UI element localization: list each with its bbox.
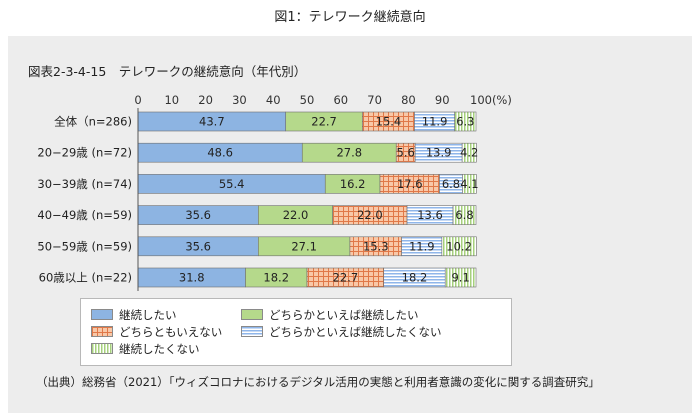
legend-swatch-solid-green bbox=[241, 309, 263, 320]
category-label: 60歳以上 (n=22) bbox=[39, 271, 132, 285]
bar-segment bbox=[461, 142, 477, 163]
page-caption: 図1：テレワーク継続意向 bbox=[274, 10, 426, 25]
data-label: 17.6 bbox=[397, 177, 423, 191]
x-tick-label: 80 bbox=[401, 93, 416, 107]
bar-segment bbox=[441, 236, 477, 257]
stacked-bar-chart: 図表2-3-4-15 テレワークの継続意向（年代別） 0 10 20 30 40 50 60… bbox=[28, 64, 512, 291]
legend-swatch-orange-grid bbox=[91, 326, 113, 337]
data-label: 27.8 bbox=[336, 146, 362, 160]
data-label: 6.8 bbox=[455, 208, 473, 222]
data-label: 22.0 bbox=[283, 208, 309, 222]
legend-item-continue: 継続したい bbox=[91, 307, 177, 323]
x-tick-label: 0 bbox=[134, 93, 141, 107]
x-tick-label: 40 bbox=[266, 93, 281, 107]
category-label: 50−59歳 (n=59) bbox=[37, 239, 132, 253]
data-label: 11.9 bbox=[409, 239, 435, 253]
data-label: 4.2 bbox=[460, 146, 478, 160]
legend-item-neutral: どちらともいえない bbox=[91, 324, 222, 340]
legend: 継続したい どちらかといえば継続したい どちらともいえない どちらかといえば継続… bbox=[80, 298, 512, 366]
data-label: 16.2 bbox=[340, 177, 366, 191]
data-label: 22.7 bbox=[311, 115, 337, 129]
x-tick-label: 30 bbox=[232, 93, 247, 107]
x-tick-label: 50 bbox=[300, 93, 315, 107]
data-label: 22.0 bbox=[357, 208, 383, 222]
data-label: 48.6 bbox=[207, 146, 233, 160]
data-label: 10.2 bbox=[446, 239, 472, 253]
bar-segment bbox=[454, 111, 477, 132]
bar-segment bbox=[452, 205, 477, 225]
data-label: 27.1 bbox=[291, 239, 317, 253]
data-label: 35.6 bbox=[185, 208, 211, 222]
legend-swatch-blue-stripes bbox=[241, 326, 263, 337]
x-tick-label: 70 bbox=[367, 93, 382, 107]
x-tick-label: 100(%) bbox=[470, 93, 512, 107]
data-label: 55.4 bbox=[219, 177, 245, 191]
data-label: 15.3 bbox=[363, 239, 389, 253]
source-note: （出典）総務省（2021）「ウィズコロナにおけるデジタル活用の実態と利用者意識の… bbox=[36, 375, 600, 389]
data-label: 43.7 bbox=[199, 115, 225, 129]
data-label: 4.1 bbox=[460, 177, 478, 191]
data-label: 15.4 bbox=[376, 115, 402, 129]
category-label: 40−49歳 (n=59) bbox=[37, 208, 132, 222]
legend-swatch-green-stripes bbox=[91, 343, 113, 354]
figure-panel: 図表2-3-4-15 テレワークの継続意向（年代別） 0 10 20 30 40 50 60… bbox=[8, 36, 692, 413]
data-label: 22.7 bbox=[333, 271, 359, 285]
x-tick-label: 20 bbox=[198, 93, 213, 107]
x-tick-label: 10 bbox=[164, 93, 179, 107]
category-label: 30−39歳 (n=74) bbox=[37, 177, 132, 191]
data-label: 35.6 bbox=[185, 239, 211, 253]
legend-item-somewhat-not-continue: どちらかといえば継続したくない bbox=[241, 324, 442, 340]
data-label: 11.9 bbox=[422, 115, 448, 129]
chart-title: 図表2-3-4-15 テレワークの継続意向（年代別） bbox=[28, 64, 306, 79]
legend-item-not-continue: 継続したくない bbox=[91, 341, 200, 357]
x-tick-label: 90 bbox=[435, 93, 450, 107]
category-label: 全体（n=286) bbox=[54, 115, 132, 129]
data-label: 6.8 bbox=[442, 177, 460, 191]
data-label: 18.2 bbox=[263, 271, 289, 285]
x-tick-label: 60 bbox=[333, 93, 348, 107]
data-label: 31.8 bbox=[179, 271, 205, 285]
category-label: 20−29歳 (n=72) bbox=[37, 146, 132, 160]
legend-item-somewhat-continue: どちらかといえば継続したい bbox=[241, 307, 419, 323]
legend-swatch-solid-blue bbox=[91, 309, 113, 320]
data-label: 13.9 bbox=[426, 146, 452, 160]
data-label: 18.2 bbox=[402, 271, 428, 285]
data-label: 6.3 bbox=[456, 115, 474, 129]
data-label: 13.6 bbox=[417, 208, 443, 222]
bar-segment bbox=[444, 267, 477, 288]
data-label: 5.6 bbox=[397, 146, 415, 160]
bar-segment bbox=[462, 174, 477, 194]
data-label: 9.1 bbox=[451, 271, 469, 285]
